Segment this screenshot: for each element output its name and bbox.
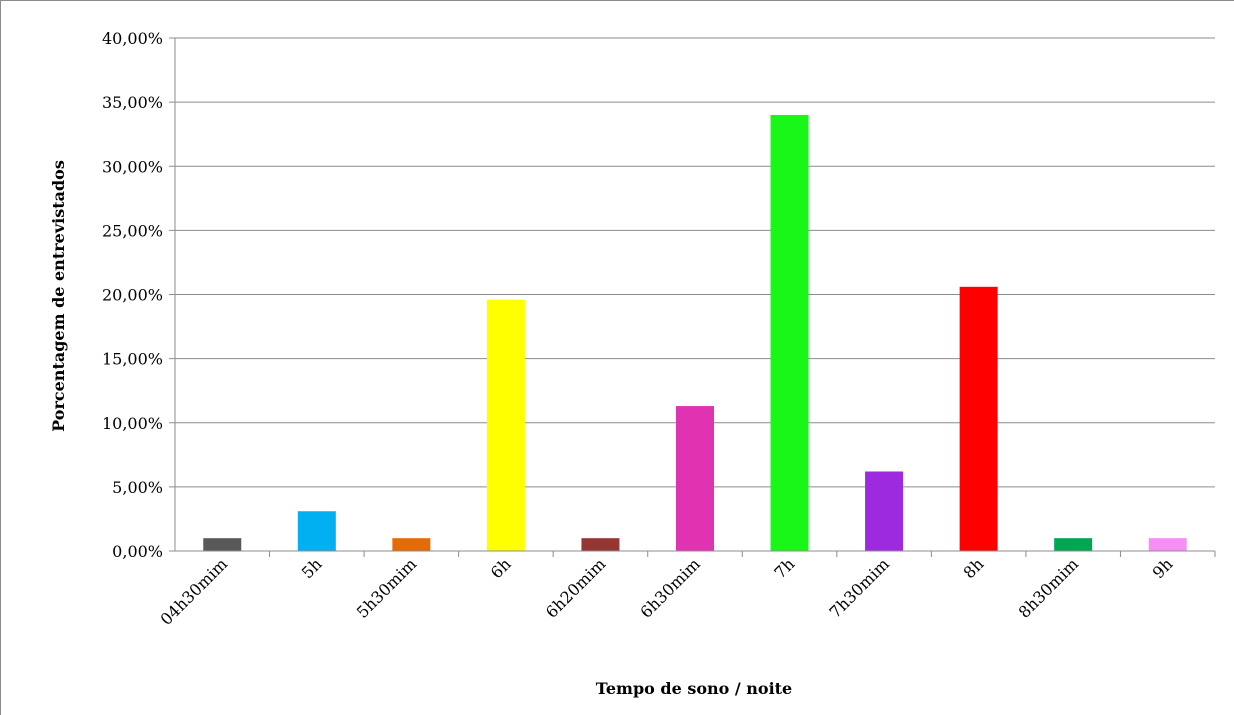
x-axis-title: Tempo de sono / noite	[596, 679, 792, 698]
y-tick-label: 0,00%	[112, 542, 163, 561]
bars	[203, 114, 1187, 551]
y-tick-label: 25,00%	[102, 221, 163, 240]
y-tick-label: 20,00%	[102, 286, 163, 305]
y-axis-title: Porcentagem de entrevistados	[49, 160, 68, 432]
bar-5h	[297, 511, 336, 551]
y-tick-label: 15,00%	[102, 350, 163, 369]
x-tick-label: 5h	[298, 554, 326, 582]
x-tick-label: 8h	[960, 554, 988, 582]
y-tick-label: 35,00%	[102, 93, 163, 112]
x-tick-label: 04h30mim	[157, 554, 232, 629]
x-tick-label: 6h30mim	[636, 554, 703, 621]
x-tick-label: 7h	[770, 554, 798, 582]
bar-6h20mim	[581, 538, 620, 551]
y-tick-label: 10,00%	[102, 414, 163, 433]
x-tick-label: 6h20mim	[542, 554, 609, 621]
x-tick-label: 6h	[487, 554, 515, 582]
y-tick-label: 30,00%	[102, 157, 163, 176]
y-tick-label: 5,00%	[112, 478, 163, 497]
bar-04h30mim	[203, 538, 242, 551]
bar-7h	[770, 114, 809, 551]
bar-6h30mim	[676, 406, 714, 551]
y-tick-label: 40,00%	[102, 29, 163, 48]
x-tick-label: 9h	[1149, 554, 1177, 582]
bar-7h30mim	[865, 471, 904, 551]
bar-9h	[1148, 538, 1187, 551]
x-axis-ticks: 04h30mim 5h 5h30mim 6h 6h20mim 6h30mim 7h 7h30m…	[157, 551, 1216, 629]
bar-8h30mim	[1054, 538, 1093, 551]
bar-5h30mim	[392, 538, 431, 551]
x-tick-label: 7h30mim	[826, 554, 893, 621]
x-tick-label: 8h30mim	[1015, 554, 1082, 621]
x-tick-label: 5h30mim	[353, 554, 420, 621]
y-axis-ticks: 0,00% 5,00% 10,00% 15,00% 20,00% 25,00% 30,00%…	[102, 29, 175, 561]
bar-6h	[486, 299, 525, 551]
bar-8h	[959, 286, 998, 551]
